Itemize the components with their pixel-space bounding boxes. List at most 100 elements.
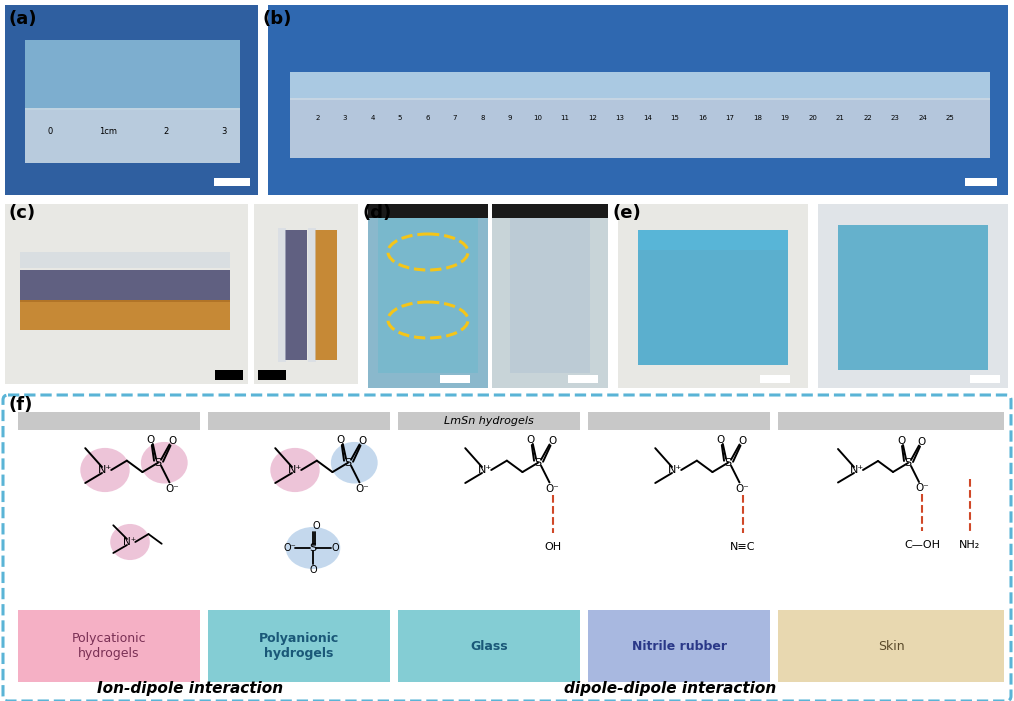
Text: Polycationic
hydrogels: Polycationic hydrogels	[72, 632, 146, 660]
Bar	[278, 228, 286, 362]
Text: 3: 3	[221, 128, 227, 137]
Text: 0: 0	[48, 128, 53, 137]
Bar	[5, 5, 258, 195]
Text: N≡C: N≡C	[730, 542, 755, 552]
Ellipse shape	[141, 442, 188, 484]
Text: (f): (f)	[8, 396, 32, 414]
Bar	[258, 370, 286, 380]
Text: LmSn hydrogels: LmSn hydrogels	[444, 416, 534, 426]
Bar	[778, 412, 1004, 430]
Text: S: S	[534, 458, 541, 468]
Text: 19: 19	[781, 115, 790, 121]
Bar	[18, 412, 200, 430]
Text: N⁺: N⁺	[478, 465, 492, 475]
Text: Glass: Glass	[470, 639, 508, 653]
Text: 8: 8	[481, 115, 485, 121]
Text: 10: 10	[533, 115, 542, 121]
Text: 2: 2	[163, 128, 168, 137]
Bar	[818, 204, 1008, 388]
Text: O: O	[738, 436, 746, 446]
Text: dipole-dipole interaction: dipole-dipole interaction	[564, 681, 776, 695]
Bar	[965, 178, 997, 186]
Text: O: O	[147, 435, 155, 445]
Bar	[440, 375, 470, 383]
Bar	[618, 204, 808, 388]
Bar	[510, 218, 590, 373]
Text: O: O	[359, 436, 367, 446]
Bar	[290, 98, 990, 158]
Bar	[18, 610, 200, 682]
Text: 12: 12	[588, 115, 597, 121]
Text: (b): (b)	[263, 10, 292, 28]
Text: O⁻: O⁻	[165, 484, 179, 494]
Text: N⁺: N⁺	[668, 465, 682, 475]
Text: O⁻: O⁻	[356, 484, 369, 494]
Text: O: O	[168, 436, 176, 446]
Bar	[378, 218, 478, 373]
Text: (e): (e)	[613, 204, 642, 222]
Bar	[492, 204, 608, 218]
Bar	[290, 72, 990, 100]
Text: O: O	[337, 435, 345, 445]
Bar	[399, 412, 580, 430]
Bar	[638, 230, 788, 365]
Text: 9: 9	[508, 115, 512, 121]
Ellipse shape	[331, 442, 377, 484]
Text: 16: 16	[698, 115, 707, 121]
Text: Ion-dipole interaction: Ion-dipole interaction	[97, 681, 283, 695]
Bar	[568, 375, 598, 383]
Bar	[588, 610, 770, 682]
Text: 1cm: 1cm	[99, 128, 117, 137]
Text: Nitrile rubber: Nitrile rubber	[632, 639, 726, 653]
Text: N⁺: N⁺	[98, 465, 113, 475]
Text: O: O	[526, 435, 535, 445]
Text: O⁻: O⁻	[736, 484, 749, 494]
Bar	[399, 610, 580, 682]
Text: 23: 23	[890, 115, 899, 121]
Text: O⁻: O⁻	[546, 484, 560, 494]
Text: 15: 15	[670, 115, 679, 121]
Text: N⁺: N⁺	[288, 465, 302, 475]
Text: O: O	[918, 437, 926, 447]
Bar	[285, 230, 307, 360]
Bar	[760, 375, 790, 383]
Text: 21: 21	[836, 115, 845, 121]
Text: C—OH: C—OH	[904, 540, 940, 550]
Text: Skin: Skin	[878, 639, 904, 653]
Text: 22: 22	[863, 115, 872, 121]
Bar	[215, 370, 243, 380]
Bar	[368, 204, 488, 218]
Text: (c): (c)	[8, 204, 35, 222]
Bar	[208, 412, 390, 430]
Text: (d): (d)	[363, 204, 392, 222]
Text: 3: 3	[343, 115, 347, 121]
Text: S: S	[904, 458, 912, 468]
Text: O: O	[312, 521, 319, 531]
Text: S: S	[345, 458, 352, 468]
Text: O: O	[717, 435, 725, 445]
Ellipse shape	[111, 524, 150, 560]
Text: 17: 17	[725, 115, 734, 121]
Text: N⁺: N⁺	[850, 465, 864, 475]
Text: 24: 24	[918, 115, 927, 121]
Text: OH: OH	[545, 542, 561, 552]
Text: 2: 2	[315, 115, 319, 121]
Text: 14: 14	[643, 115, 652, 121]
Bar	[778, 610, 1004, 682]
Text: 6: 6	[425, 115, 430, 121]
Text: (a): (a)	[8, 10, 37, 28]
Bar	[208, 610, 390, 682]
Text: O: O	[309, 565, 316, 575]
Bar	[20, 270, 230, 302]
Text: 7: 7	[452, 115, 457, 121]
Bar	[368, 204, 488, 388]
Text: 13: 13	[615, 115, 625, 121]
FancyBboxPatch shape	[3, 395, 1011, 701]
Text: O: O	[549, 436, 557, 446]
Text: 4: 4	[370, 115, 375, 121]
Bar	[20, 300, 230, 330]
Text: 5: 5	[397, 115, 403, 121]
Bar	[254, 204, 358, 384]
Text: N⁺: N⁺	[124, 537, 137, 547]
Text: 11: 11	[561, 115, 570, 121]
